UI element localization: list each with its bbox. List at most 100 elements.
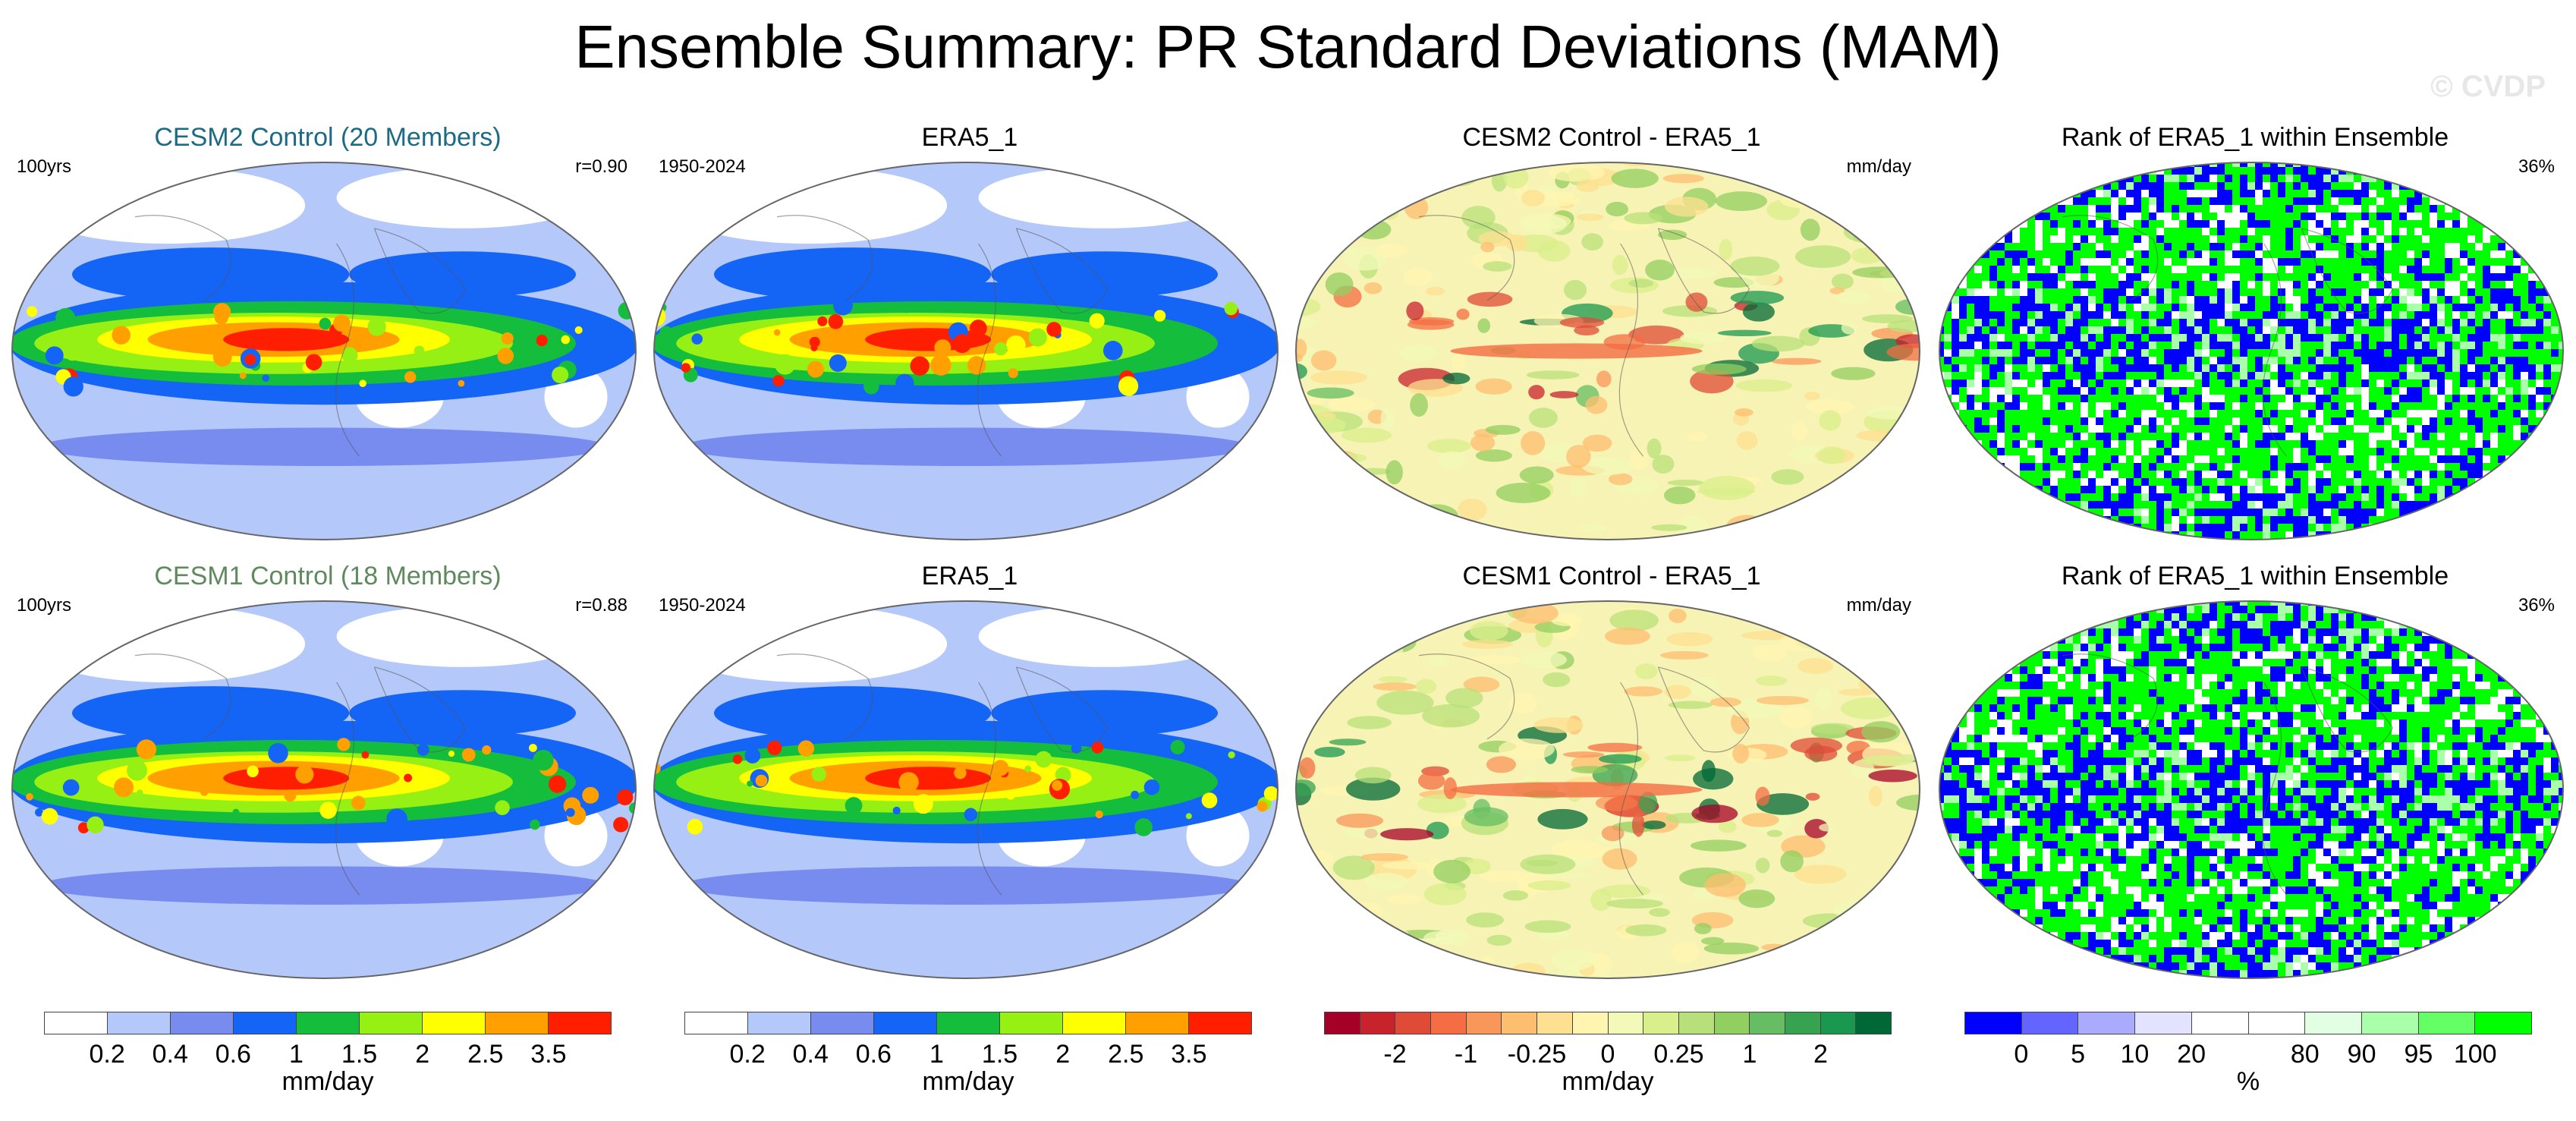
panel-left-label: 1950-2024: [659, 595, 746, 616]
coastline: [977, 682, 1002, 896]
colorbar-unit: mm/day: [1562, 1067, 1654, 1096]
colorbar-swatch: [748, 1012, 811, 1034]
coastline: [1657, 666, 1750, 753]
colorbar-swatch: [1063, 1012, 1126, 1034]
colorbar-swatch: [486, 1012, 549, 1034]
colorbar-unit: mm/day: [282, 1067, 374, 1096]
colorbar-unit: %: [2236, 1067, 2260, 1096]
colorbar-swatch: [1395, 1012, 1432, 1034]
colorbar-swatch: [1537, 1012, 1573, 1034]
colorbar-tick-label: 2.5: [1108, 1040, 1144, 1069]
map-panel: [11, 162, 637, 540]
map-boundary: [653, 600, 1279, 979]
colorbar-swatch: [685, 1012, 748, 1034]
coastline: [1015, 666, 1109, 753]
coastline: [1657, 228, 1750, 314]
map-boundary: [1939, 162, 2564, 540]
colorbar: [1324, 1012, 1892, 1034]
coastline: [1418, 215, 1515, 301]
colorbar-swatch: [549, 1012, 611, 1034]
colorbar: [44, 1012, 612, 1034]
coastline: [776, 215, 873, 301]
panel-right-label: mm/day: [1846, 595, 1911, 616]
coastline: [2301, 666, 2394, 753]
coastline: [1618, 243, 1644, 457]
colorbar-swatch: [1126, 1012, 1189, 1034]
colorbar-tick-label: 0: [2014, 1040, 2029, 1069]
colorbar-swatch: [2475, 1012, 2532, 1034]
colorbar-tick-label: -1: [1454, 1040, 1478, 1069]
colorbar-tick-label: 1: [929, 1040, 944, 1069]
panel-title: CESM2 Control - ERA5_1: [1462, 123, 1761, 152]
colorbar-swatch: [297, 1012, 360, 1034]
panel-title: ERA5_1: [921, 562, 1018, 590]
colorbar-swatch: [2418, 1012, 2476, 1034]
map-boundary: [1295, 162, 1920, 540]
colorbar: [684, 1012, 1252, 1034]
colorbar-tick-label: 0.6: [215, 1040, 251, 1069]
colorbar-tick-label: 0.4: [792, 1040, 829, 1069]
coastline: [2062, 653, 2159, 740]
map-panel: [653, 162, 1279, 540]
colorbar-swatch: [1785, 1012, 1821, 1034]
page-title: Ensemble Summary: PR Standard Deviations…: [574, 13, 2002, 80]
colorbar-swatch: [2361, 1012, 2419, 1034]
colorbar-tick-label: 100: [2453, 1040, 2497, 1069]
panel-title: Rank of ERA5_1 within Ensemble: [2061, 562, 2449, 590]
coastline: [134, 215, 231, 301]
colorbar-swatch: [2078, 1012, 2136, 1034]
colorbar-tick-label: 20: [2177, 1040, 2206, 1069]
coastline: [977, 243, 1002, 457]
colorbar-tick-label: 80: [2290, 1040, 2320, 1069]
colorbar-tick-label: 1.5: [341, 1040, 378, 1069]
colorbar-swatch: [360, 1012, 423, 1034]
map-boundary: [1295, 600, 1920, 979]
panel-left-label: 100yrs: [17, 156, 72, 177]
colorbar-tick-label: 1: [288, 1040, 304, 1069]
panel-title: Rank of ERA5_1 within Ensemble: [2061, 123, 2449, 152]
map-panel: [1295, 600, 1920, 979]
map-boundary: [11, 600, 637, 979]
colorbar-swatch: [1714, 1012, 1750, 1034]
map-boundary: [11, 162, 637, 540]
colorbar-swatch: [1466, 1012, 1502, 1034]
coastline: [2262, 243, 2288, 457]
colorbar-swatch: [1502, 1012, 1538, 1034]
colorbar-tick-label: 0.2: [729, 1040, 766, 1069]
map-panel: [1939, 162, 2564, 540]
coastline: [1618, 682, 1644, 896]
colorbar-swatch: [1820, 1012, 1857, 1034]
colorbar-tick-label: 0.6: [855, 1040, 892, 1069]
colorbar-swatch: [1360, 1012, 1396, 1034]
panel-title: ERA5_1: [921, 123, 1018, 152]
panel-right-label: 36%: [2518, 595, 2555, 616]
colorbar-swatch: [1856, 1012, 1891, 1034]
coastline: [373, 666, 467, 753]
colorbar-swatch: [171, 1012, 234, 1034]
map-panel: [653, 600, 1279, 979]
panel-title: CESM2 Control (20 Members): [154, 123, 502, 152]
panel-title: CESM1 Control (18 Members): [154, 562, 502, 590]
colorbar-swatch: [1678, 1012, 1715, 1034]
colorbar-tick-label: -0.25: [1507, 1040, 1567, 1069]
colorbar-tick-label: 0: [1600, 1040, 1615, 1069]
colorbar-swatch: [108, 1012, 171, 1034]
colorbar-tick-label: -2: [1383, 1040, 1407, 1069]
colorbar-swatch: [1572, 1012, 1609, 1034]
colorbar-unit: mm/day: [922, 1067, 1014, 1096]
colorbar: [1964, 1012, 2532, 1034]
panel-right-label: r=0.88: [575, 595, 627, 616]
colorbar-swatch: [1000, 1012, 1063, 1034]
colorbar-swatch: [1189, 1012, 1251, 1034]
colorbar-tick-label: 0.4: [152, 1040, 188, 1069]
colorbar-tick-label: 2: [1055, 1040, 1071, 1069]
colorbar-swatch: [2248, 1012, 2306, 1034]
colorbar-tick-label: 1: [1742, 1040, 1757, 1069]
map-boundary: [1939, 600, 2564, 979]
coastline: [1418, 653, 1515, 740]
colorbar-tick-label: 5: [2071, 1040, 2086, 1069]
colorbar-tick-label: 0.25: [1653, 1040, 1704, 1069]
colorbar-tick-label: 95: [2404, 1040, 2433, 1069]
colorbar-tick-label: 10: [2120, 1040, 2150, 1069]
coastline: [2301, 228, 2394, 314]
